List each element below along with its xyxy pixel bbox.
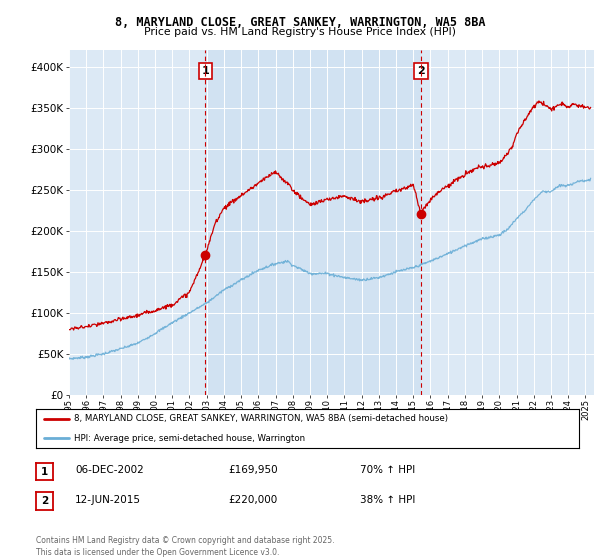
Text: 06-DEC-2002: 06-DEC-2002: [75, 465, 144, 475]
Text: 1: 1: [202, 66, 209, 76]
Text: 70% ↑ HPI: 70% ↑ HPI: [360, 465, 415, 475]
Text: Contains HM Land Registry data © Crown copyright and database right 2025.
This d: Contains HM Land Registry data © Crown c…: [36, 536, 335, 557]
Bar: [205, 50, 421, 395]
Text: 2: 2: [417, 66, 425, 76]
Text: 8, MARYLAND CLOSE, GREAT SANKEY, WARRINGTON, WA5 8BA (semi-detached house): 8, MARYLAND CLOSE, GREAT SANKEY, WARRING…: [74, 414, 448, 423]
Text: £220,000: £220,000: [228, 494, 277, 505]
Text: HPI: Average price, semi-detached house, Warrington: HPI: Average price, semi-detached house,…: [74, 433, 305, 443]
Text: 38% ↑ HPI: 38% ↑ HPI: [360, 494, 415, 505]
Text: 8, MARYLAND CLOSE, GREAT SANKEY, WARRINGTON, WA5 8BA: 8, MARYLAND CLOSE, GREAT SANKEY, WARRING…: [115, 16, 485, 29]
Text: £169,950: £169,950: [228, 465, 278, 475]
Text: Price paid vs. HM Land Registry's House Price Index (HPI): Price paid vs. HM Land Registry's House …: [144, 27, 456, 37]
Text: 12-JUN-2015: 12-JUN-2015: [75, 494, 141, 505]
Text: 1: 1: [41, 466, 48, 477]
Text: 2: 2: [41, 496, 48, 506]
